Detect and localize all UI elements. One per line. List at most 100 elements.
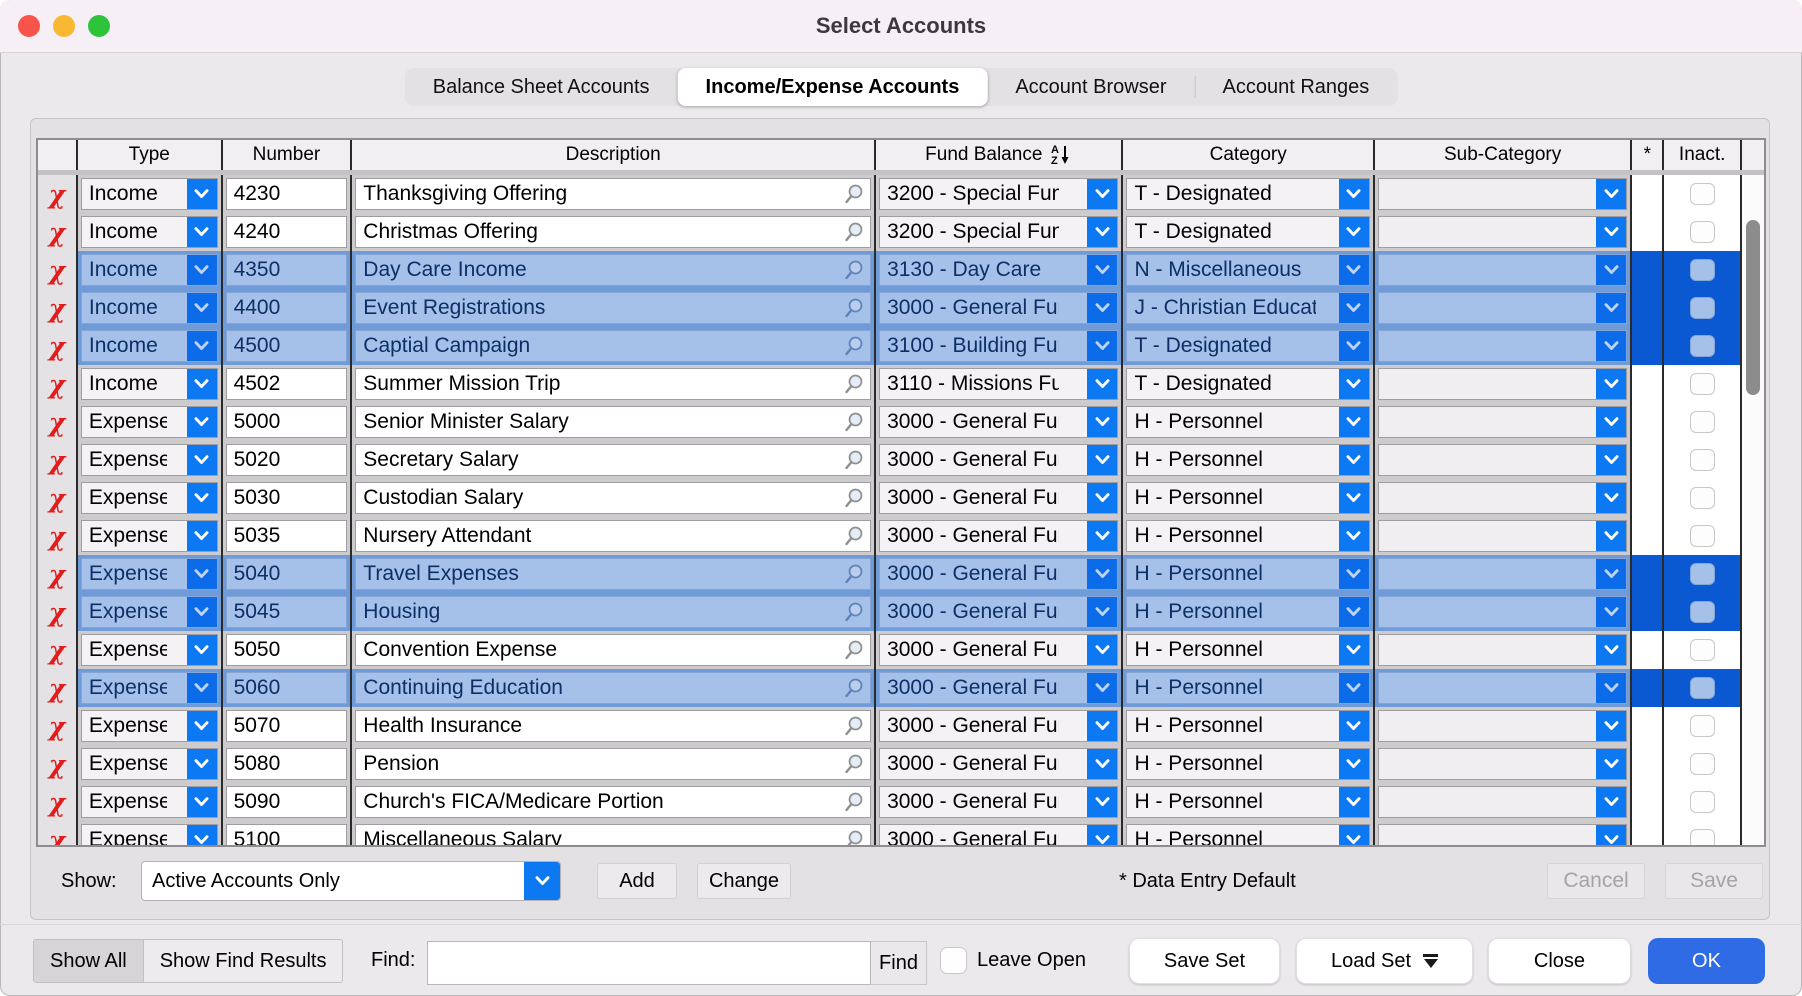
- data-entry-default-cell[interactable]: [1632, 555, 1665, 593]
- data-entry-default-cell[interactable]: [1632, 669, 1665, 707]
- chevron-down-icon[interactable]: [1596, 597, 1627, 627]
- fund-balance-dropdown[interactable]: 3000 - General Fund: [879, 444, 1119, 476]
- inactive-checkbox[interactable]: [1689, 259, 1715, 281]
- load-set-button[interactable]: Load Set: [1296, 938, 1473, 984]
- sub-category-dropdown[interactable]: [1377, 406, 1628, 438]
- type-dropdown[interactable]: Expense: [80, 520, 218, 552]
- close-button[interactable]: Close: [1488, 938, 1631, 984]
- chevron-down-icon[interactable]: [186, 559, 217, 589]
- number-field[interactable]: 4240: [225, 216, 348, 248]
- number-field[interactable]: 5050: [225, 634, 348, 666]
- chevron-down-icon[interactable]: [1596, 635, 1627, 665]
- cancel-button[interactable]: Cancel: [1547, 863, 1645, 899]
- table-row[interactable]: χ Expense 5000 Senior Minister Salary: [38, 403, 1764, 441]
- type-dropdown[interactable]: Income: [80, 216, 218, 248]
- number-field[interactable]: 4500: [225, 330, 348, 362]
- delete-row-icon[interactable]: χ: [48, 597, 66, 627]
- table-row[interactable]: χ Income 4502 Summer Mission Trip: [38, 365, 1764, 403]
- category-dropdown[interactable]: H - Personnel: [1126, 634, 1370, 666]
- inactive-checkbox[interactable]: [1689, 297, 1715, 319]
- scrollbar-track-segment[interactable]: [1742, 175, 1764, 213]
- magnifier-icon[interactable]: [842, 487, 865, 513]
- chevron-down-icon[interactable]: [1596, 825, 1627, 845]
- data-entry-default-cell[interactable]: [1632, 403, 1665, 441]
- magnifier-icon[interactable]: [842, 677, 865, 703]
- chevron-down-icon[interactable]: [1596, 711, 1627, 741]
- table-row[interactable]: χ Expense 5030 Custodian Salary: [38, 479, 1764, 517]
- sub-category-dropdown[interactable]: [1377, 672, 1628, 704]
- save-button[interactable]: Save: [1665, 863, 1763, 899]
- fund-balance-dropdown[interactable]: 3000 - General Fund: [879, 786, 1119, 818]
- table-row[interactable]: χ Expense 5080 Pension: [38, 745, 1764, 783]
- vertical-scrollbar-thumb[interactable]: [1746, 220, 1760, 395]
- data-entry-default-cell[interactable]: [1632, 517, 1665, 555]
- inactive-checkbox[interactable]: [1689, 753, 1715, 775]
- description-field[interactable]: Miscellaneous Salary: [355, 824, 872, 845]
- type-dropdown[interactable]: Income: [80, 178, 218, 210]
- table-row[interactable]: χ Expense 5070 Health Insurance: [38, 707, 1764, 745]
- inactive-checkbox[interactable]: [1689, 335, 1715, 357]
- data-entry-default-cell[interactable]: [1632, 175, 1665, 213]
- magnifier-icon[interactable]: [842, 829, 865, 845]
- table-row[interactable]: χ Expense 5060 Continuing Education: [38, 669, 1764, 707]
- description-field[interactable]: Health Insurance: [355, 710, 872, 742]
- type-dropdown[interactable]: Expense: [80, 558, 218, 590]
- chevron-down-icon[interactable]: [1596, 407, 1627, 437]
- description-field[interactable]: Secretary Salary: [355, 444, 872, 476]
- scrollbar-track-segment[interactable]: [1742, 745, 1764, 783]
- chevron-down-icon[interactable]: [1596, 483, 1627, 513]
- chevron-down-icon[interactable]: [1087, 255, 1118, 285]
- category-dropdown[interactable]: H - Personnel: [1126, 824, 1370, 845]
- number-field[interactable]: 4400: [225, 292, 348, 324]
- fund-balance-dropdown[interactable]: 3200 - Special Fund: [879, 216, 1119, 248]
- number-field[interactable]: 5035: [225, 520, 348, 552]
- inactive-checkbox[interactable]: [1689, 563, 1715, 585]
- type-dropdown[interactable]: Expense: [80, 634, 218, 666]
- chevron-down-icon[interactable]: [1338, 825, 1369, 845]
- chevron-down-icon[interactable]: [1338, 521, 1369, 551]
- scrollbar-track-segment[interactable]: [1742, 403, 1764, 441]
- chevron-down-icon[interactable]: [186, 521, 217, 551]
- sub-category-dropdown[interactable]: [1377, 748, 1628, 780]
- chevron-down-icon[interactable]: [1087, 521, 1118, 551]
- table-row[interactable]: χ Expense 5090 Church's FICA/Medicare Po…: [38, 783, 1764, 821]
- type-dropdown[interactable]: Income: [80, 330, 218, 362]
- number-field[interactable]: 5060: [225, 672, 348, 704]
- tab-balance-sheet-accounts[interactable]: Balance Sheet Accounts: [432, 76, 650, 98]
- sub-category-dropdown[interactable]: [1377, 330, 1628, 362]
- category-dropdown[interactable]: H - Personnel: [1126, 596, 1370, 628]
- chevron-down-icon[interactable]: [1596, 673, 1627, 703]
- description-field[interactable]: Captial Campaign: [355, 330, 872, 362]
- number-field[interactable]: 4350: [225, 254, 348, 286]
- number-field[interactable]: 4502: [225, 368, 348, 400]
- chevron-down-icon[interactable]: [1596, 521, 1627, 551]
- number-field[interactable]: 5030: [225, 482, 348, 514]
- magnifier-icon[interactable]: [842, 753, 865, 779]
- inactive-checkbox[interactable]: [1689, 411, 1715, 433]
- type-dropdown[interactable]: Expense: [80, 444, 218, 476]
- scrollbar-track-segment[interactable]: [1742, 821, 1764, 845]
- number-field[interactable]: 5100: [225, 824, 348, 845]
- chevron-down-icon[interactable]: [1338, 217, 1369, 247]
- scrollbar-track-segment[interactable]: [1742, 517, 1764, 555]
- tab-account-browser[interactable]: Account Browser: [1015, 76, 1167, 98]
- delete-row-icon[interactable]: χ: [48, 749, 66, 779]
- type-dropdown[interactable]: Expense: [80, 672, 218, 704]
- chevron-down-icon[interactable]: [1338, 673, 1369, 703]
- description-field[interactable]: Travel Expenses: [355, 558, 872, 590]
- data-entry-default-cell[interactable]: [1632, 213, 1665, 251]
- chevron-down-icon[interactable]: [186, 711, 217, 741]
- delete-row-icon[interactable]: χ: [48, 635, 66, 665]
- inactive-checkbox[interactable]: [1689, 487, 1715, 509]
- sub-category-dropdown[interactable]: [1377, 824, 1628, 845]
- description-field[interactable]: Day Care Income: [355, 254, 872, 286]
- show-all-button[interactable]: Show All: [34, 940, 143, 982]
- category-dropdown[interactable]: H - Personnel: [1126, 710, 1370, 742]
- chevron-down-icon[interactable]: [1338, 445, 1369, 475]
- chevron-down-icon[interactable]: [1338, 255, 1369, 285]
- fund-balance-dropdown[interactable]: 3110 - Missions Fund: [879, 368, 1119, 400]
- add-button[interactable]: Add: [597, 863, 677, 899]
- description-field[interactable]: Pension: [355, 748, 872, 780]
- chevron-down-icon[interactable]: [1596, 749, 1627, 779]
- description-field[interactable]: Church's FICA/Medicare Portion: [355, 786, 872, 818]
